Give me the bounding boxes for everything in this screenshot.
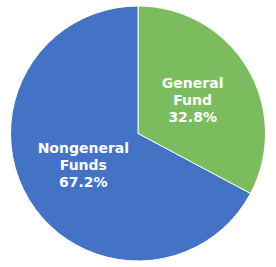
slice-label-line: 67.2% <box>59 174 108 190</box>
slice-label: NongeneralFunds67.2% <box>38 140 129 190</box>
pie <box>11 6 266 261</box>
chart: GeneralFund32.8% NongeneralFunds67.2% <box>0 0 276 267</box>
slice-label-line: Nongeneral <box>38 140 129 156</box>
pie-slice <box>11 6 251 261</box>
slice-label-line: 32.8% <box>168 109 217 125</box>
slice-label-line: General <box>162 75 224 91</box>
slice-label-line: Fund <box>173 92 212 108</box>
slice-label-line: Funds <box>60 157 107 173</box>
slice-label: GeneralFund32.8% <box>162 75 224 125</box>
labels: GeneralFund32.8% NongeneralFunds67.2% <box>38 75 224 191</box>
